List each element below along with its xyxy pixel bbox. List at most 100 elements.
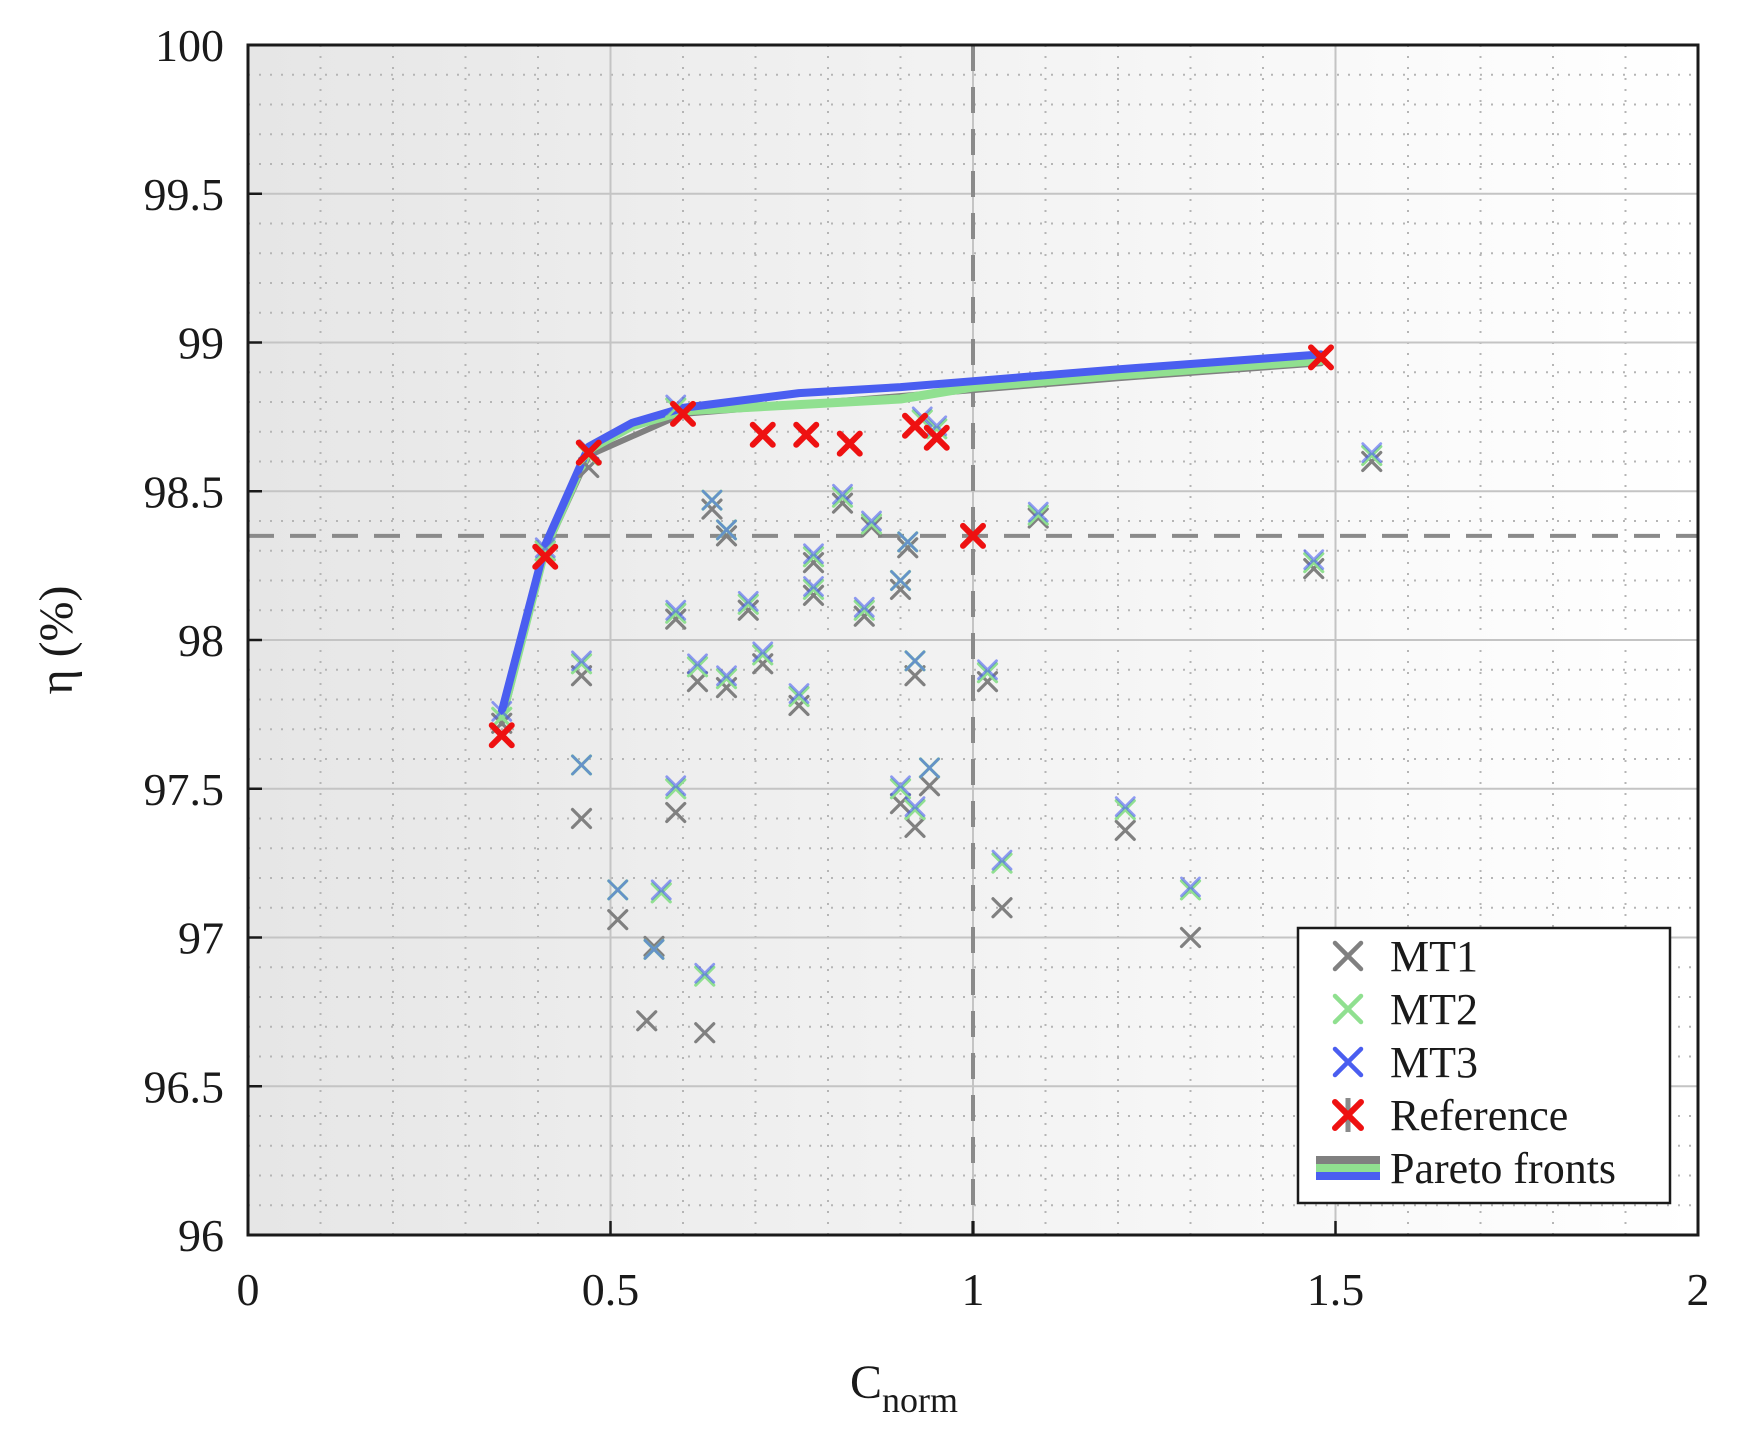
marker-mt2 — [650, 882, 672, 904]
marker-mt3 — [701, 489, 723, 511]
marker-mt3 — [694, 962, 716, 984]
x-tick-label: 2 — [1687, 1264, 1710, 1315]
marker-mt2 — [1179, 879, 1202, 901]
marker-mt1 — [1179, 926, 1202, 949]
y-axis-ticks: 96 96.5 97 97.5 98 98.5 99 99.5 100 — [144, 20, 262, 1261]
marker-mt2 — [715, 668, 738, 690]
y-axis-title: η (%) — [30, 585, 83, 694]
marker-mt3 — [1114, 796, 1136, 817]
marker-mt3 — [491, 701, 513, 722]
marker-mt1 — [701, 498, 723, 520]
marker-mt1 — [831, 492, 854, 514]
marker-mt2 — [694, 965, 716, 987]
marker-mt3 — [861, 510, 882, 532]
marker-mt3 — [904, 796, 926, 817]
y-tick-label: 96 — [178, 1210, 224, 1261]
marker-mt3 — [904, 650, 926, 672]
marker-mt1 — [1303, 558, 1325, 580]
marker-mt1 — [1027, 507, 1049, 529]
x-axis-ticks: 0 0.5 1 1.5 2 — [237, 1221, 1710, 1315]
marker-mt3 — [752, 641, 774, 663]
marker-mt3 — [687, 653, 708, 675]
marker-mt2 — [1027, 504, 1049, 526]
marker-mt2 — [665, 778, 687, 800]
marker-mt3 — [1180, 876, 1201, 898]
marker-mt1 — [570, 807, 593, 830]
marker-mt2 — [853, 599, 875, 621]
marker-mt2 — [788, 685, 810, 708]
marker-mt1 — [686, 671, 709, 693]
marker-mt1 — [737, 599, 759, 621]
marker-reference — [670, 400, 696, 427]
marker-mt1 — [889, 578, 912, 601]
x-tick-label: 1 — [962, 1264, 985, 1315]
legend-marker-reference-icon — [1332, 1099, 1364, 1131]
marker-mt3 — [1361, 442, 1383, 463]
legend-label: MT1 — [1390, 932, 1478, 981]
marker-mt2 — [686, 656, 709, 678]
marker-mt1 — [607, 909, 629, 931]
marker-mt3 — [643, 939, 665, 960]
marker-mt1 — [860, 516, 883, 538]
marker-mt3 — [919, 757, 940, 779]
y-tick-label: 97 — [178, 913, 224, 964]
marker-mt3 — [665, 775, 687, 797]
y-tick-label: 99.5 — [144, 169, 225, 220]
marker-mt3 — [737, 590, 759, 612]
marker-mt1 — [636, 1010, 658, 1032]
marker-mt2 — [802, 546, 825, 568]
marker-mt2 — [1303, 552, 1325, 574]
legend-marker-mt3-icon — [1332, 1046, 1364, 1078]
marker-mt3 — [716, 519, 737, 541]
marker-mt1 — [694, 1022, 716, 1044]
y-tick-label: 97.5 — [144, 764, 225, 815]
legend-marker-mt1-icon — [1332, 940, 1364, 972]
x-tick-label: 0 — [237, 1264, 260, 1315]
marker-mt3 — [897, 531, 919, 553]
marker-mt3 — [665, 599, 687, 621]
marker-mt2 — [1361, 444, 1383, 467]
marker-mt1 — [1361, 450, 1383, 473]
x-axis-title-subscript: norm — [882, 1380, 958, 1420]
marker-mt1 — [904, 665, 926, 687]
marker-mt3 — [977, 659, 998, 681]
marker-mt2 — [904, 798, 926, 821]
marker-mt3 — [853, 596, 875, 618]
marker-mt1 — [802, 552, 825, 574]
marker-reference — [488, 722, 515, 749]
marker-reference — [532, 543, 559, 570]
marker-mt1 — [665, 801, 687, 824]
marker-mt3 — [607, 879, 629, 901]
marker-mt1 — [643, 935, 665, 958]
marker-mt3 — [571, 754, 592, 776]
marker-mt1 — [991, 897, 1013, 919]
marker-mt2 — [991, 852, 1013, 874]
marker-reference — [836, 430, 863, 457]
marker-reference — [1308, 344, 1334, 371]
marker-mt1 — [897, 537, 919, 559]
y-tick-label: 96.5 — [144, 1061, 225, 1112]
marker-reference — [793, 421, 820, 448]
pareto-fronts — [497, 350, 1326, 727]
marker-mt3 — [788, 683, 810, 704]
marker-mt3 — [991, 849, 1013, 871]
legend-label: MT2 — [1390, 985, 1478, 1034]
marker-mt3 — [571, 650, 592, 672]
marker-mt2 — [737, 593, 759, 615]
marker-mt3 — [832, 483, 853, 505]
y-tick-label: 100 — [155, 20, 224, 71]
marker-mt2 — [802, 578, 825, 601]
marker-mt2 — [534, 540, 556, 562]
marker-mt1 — [802, 584, 825, 606]
y-tick-label: 98 — [178, 615, 224, 666]
marker-mt3 — [803, 576, 824, 597]
legend-label: Pareto fronts — [1390, 1144, 1616, 1193]
marker-mt1 — [904, 816, 926, 839]
x-axis-title: Cnorm — [850, 1356, 958, 1420]
marker-mt2 — [831, 486, 854, 508]
marker-mt2 — [889, 778, 912, 800]
legend-marker-mt2-icon — [1332, 993, 1364, 1025]
marker-mt1 — [853, 605, 875, 627]
x-tick-label: 1.5 — [1307, 1264, 1365, 1315]
